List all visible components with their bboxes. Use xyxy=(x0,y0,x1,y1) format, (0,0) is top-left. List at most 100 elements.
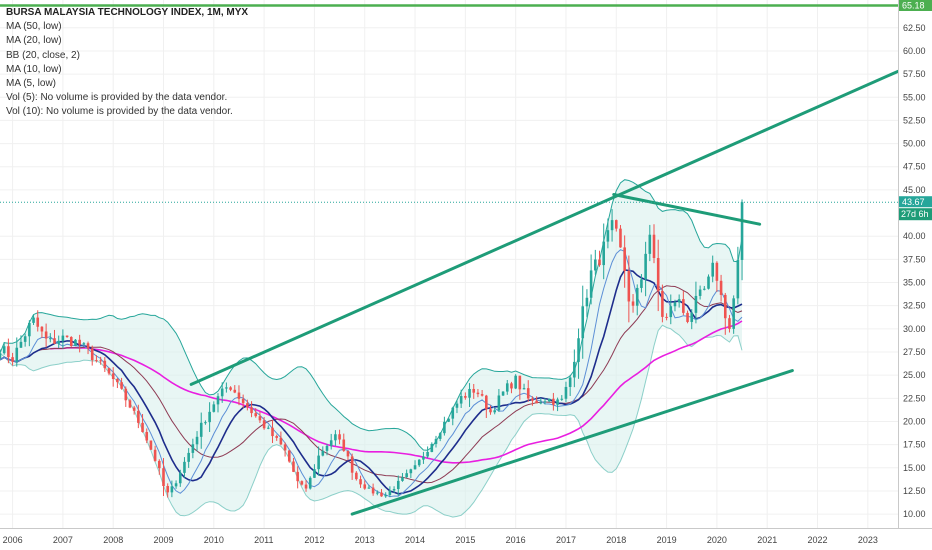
candle-body xyxy=(78,339,81,345)
candle-body xyxy=(501,391,505,396)
candle-body xyxy=(275,436,278,438)
candle-body xyxy=(7,346,10,358)
price-axis-ticks: 62.50 60.00 57.50 55.00 52.50 50.00 47.50 45.00… xyxy=(903,23,926,519)
price-tick-label: 45.00 xyxy=(903,185,926,195)
candle-body xyxy=(413,465,417,470)
candle-body xyxy=(526,388,530,399)
candle-body xyxy=(183,461,186,473)
candle-body xyxy=(53,338,56,344)
candle-body xyxy=(392,489,396,491)
candle-body xyxy=(128,400,132,408)
chart-legend: BURSA MALAYSIA TECHNOLOGY INDEX, 1M, MYX… xyxy=(6,6,248,120)
candle-body xyxy=(334,434,337,441)
candle-body xyxy=(568,377,572,387)
candle-body xyxy=(225,387,228,389)
candle-body xyxy=(556,399,559,405)
candle-body xyxy=(90,348,94,361)
candle-body xyxy=(2,346,6,354)
candle-body xyxy=(321,450,325,456)
candle-body xyxy=(111,373,115,379)
price-tick-label: 37.50 xyxy=(903,254,926,264)
chart-title[interactable]: BURSA MALAYSIA TECHNOLOGY INDEX, 1M, MYX xyxy=(6,7,249,18)
indicator-ma5[interactable]: MA (5, low) xyxy=(6,78,57,90)
time-tick-label: 2014 xyxy=(405,535,425,545)
indicator-ma10[interactable]: MA (10, low) xyxy=(6,63,62,75)
candle-body xyxy=(262,420,266,429)
trendline xyxy=(189,69,900,386)
candle-body xyxy=(313,469,316,478)
price-tick-label: 35.00 xyxy=(903,278,926,288)
candle-body xyxy=(430,443,434,452)
candle-body xyxy=(531,398,534,401)
candle-body xyxy=(279,437,283,445)
candle-body xyxy=(346,450,350,457)
candle-body xyxy=(212,404,216,412)
time-tick-label: 2020 xyxy=(707,535,727,545)
candle-body xyxy=(74,339,77,347)
candle-body xyxy=(535,400,538,404)
candle-body xyxy=(631,301,635,306)
indicator-bb[interactable]: BB (20, close, 2) xyxy=(6,49,80,61)
candle-body xyxy=(132,407,136,411)
candle-body xyxy=(36,317,40,327)
candle-body xyxy=(606,230,610,242)
candle-body xyxy=(174,483,178,487)
trendlines[interactable] xyxy=(189,69,900,516)
price-axis[interactable] xyxy=(898,0,932,550)
candle-body xyxy=(543,401,547,403)
top-level-label: 65.18 xyxy=(902,1,925,11)
indicator-ma20[interactable]: MA (20, low) xyxy=(6,35,62,47)
candle-body xyxy=(267,427,270,429)
candle-body xyxy=(443,421,446,434)
candles xyxy=(0,199,744,498)
candle-body xyxy=(560,398,564,400)
candle-body xyxy=(388,490,392,496)
candle-body xyxy=(635,287,639,306)
ma50-line xyxy=(50,320,743,464)
price-tick-label: 17.50 xyxy=(903,440,926,450)
candle-body xyxy=(677,299,681,303)
candle-body xyxy=(246,403,249,408)
candle-body xyxy=(145,431,149,441)
candle-body xyxy=(451,407,455,419)
candle-body xyxy=(459,396,463,404)
candle-body xyxy=(640,279,643,288)
price-tick-label: 50.00 xyxy=(903,139,926,149)
candle-body xyxy=(49,338,52,340)
price-tick-label: 55.00 xyxy=(903,92,926,102)
price-tick-label: 22.50 xyxy=(903,393,926,403)
price-tick-label: 12.50 xyxy=(903,486,926,496)
candle-body xyxy=(405,473,408,478)
candle-body xyxy=(669,306,673,318)
candle-body xyxy=(682,299,685,313)
candle-body xyxy=(254,413,258,417)
time-axis[interactable] xyxy=(0,528,932,550)
price-tick-label: 10.00 xyxy=(903,509,926,519)
candle-body xyxy=(137,410,140,423)
time-tick-label: 2022 xyxy=(808,535,828,545)
indicator-vol5[interactable]: Vol (5): No volume is provided by the da… xyxy=(6,92,228,104)
candle-body xyxy=(417,459,421,466)
candle-body xyxy=(384,495,387,497)
time-tick-label: 2008 xyxy=(103,535,123,545)
candle-body xyxy=(233,389,237,393)
candle-body xyxy=(216,396,220,405)
time-tick-label: 2006 xyxy=(3,535,23,545)
candle-body xyxy=(149,440,153,450)
candle-body xyxy=(329,440,333,446)
candle-body xyxy=(237,392,241,399)
candle-body xyxy=(602,241,605,266)
time-tick-label: 2018 xyxy=(606,535,626,545)
candle-body xyxy=(296,471,299,482)
time-tick-label: 2023 xyxy=(858,535,878,545)
candle-body xyxy=(376,492,379,494)
candle-body xyxy=(472,388,476,393)
candle-body xyxy=(204,422,207,424)
candle-body xyxy=(363,484,367,489)
indicator-vol10[interactable]: Vol (10): No volume is provided by the d… xyxy=(6,106,233,118)
indicator-ma50[interactable]: MA (50, low) xyxy=(6,21,62,33)
candle-body xyxy=(514,375,517,389)
candle-body xyxy=(661,290,664,317)
candle-body xyxy=(11,357,14,362)
